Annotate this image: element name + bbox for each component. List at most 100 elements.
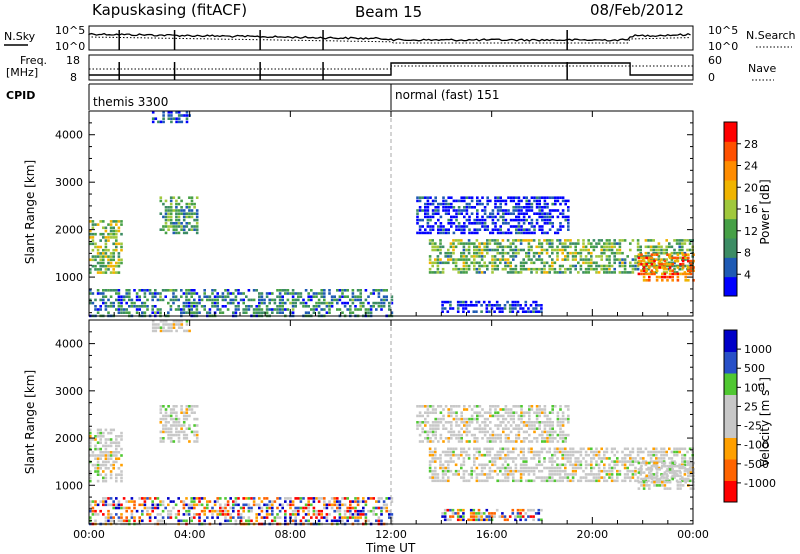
echo-cell: [460, 447, 463, 451]
echo-cell: [294, 298, 297, 302]
echo-cell: [177, 120, 181, 124]
echo-cell: [346, 308, 349, 311]
echo-cell: [569, 447, 572, 451]
echo-cell: [195, 209, 199, 212]
echo-cell: [104, 516, 108, 519]
echo-cell: [377, 289, 381, 292]
echo-cell: [608, 466, 611, 470]
echo-cell: [512, 405, 515, 408]
echo-cell: [499, 457, 502, 460]
echo-cell: [478, 405, 482, 408]
echo-cell: [429, 218, 432, 222]
echo-cell: [468, 231, 471, 235]
echo-cell: [444, 261, 447, 265]
echo-cell: [613, 255, 616, 258]
echo-cell: [683, 258, 687, 261]
echo-cell: [320, 289, 323, 292]
echo-cell: [164, 329, 168, 333]
echo-cell: [475, 512, 478, 515]
echo-cell: [603, 479, 606, 483]
echo-cell: [388, 305, 391, 308]
echo-cell: [89, 435, 92, 438]
echo-cell: [175, 430, 178, 434]
echo-cell: [177, 417, 181, 421]
echo-cell: [642, 269, 646, 272]
echo-cell: [463, 424, 466, 427]
echo-cell: [456, 304, 460, 307]
echo-cell: [449, 307, 452, 310]
echo-cell: [94, 223, 97, 226]
echo-cell: [457, 239, 460, 242]
echo-cell: [634, 457, 637, 460]
echo-cell: [543, 430, 547, 434]
echo-cell: [475, 261, 479, 265]
echo-cell: [673, 271, 676, 274]
echo-cell: [495, 300, 499, 304]
echo-cell: [460, 427, 463, 430]
echo-cell: [164, 427, 168, 430]
echo-cell: [211, 506, 214, 510]
echo-cell: [154, 311, 157, 314]
echo-cell: [605, 271, 609, 274]
echo-cell: [595, 473, 598, 476]
echo-cell: [439, 231, 443, 235]
echo-cell: [328, 289, 331, 292]
echo-cell: [595, 255, 598, 258]
echo-cell: [120, 463, 123, 467]
echo-cell: [470, 212, 474, 215]
echo-cell: [469, 300, 473, 304]
echo-cell: [431, 199, 435, 203]
echo-cell: [439, 457, 442, 460]
echo-cell: [503, 515, 507, 518]
echo-cell: [486, 437, 489, 440]
echo-cell: [603, 469, 606, 473]
echo-cell: [456, 512, 460, 515]
echo-cell: [631, 476, 635, 479]
echo-cell: [491, 218, 495, 222]
echo-cell: [447, 202, 450, 206]
echo-cell: [584, 245, 588, 249]
echo-cell: [528, 411, 531, 414]
echo-cell: [439, 239, 442, 242]
echo-cell: [571, 463, 575, 467]
echo-cell: [494, 225, 497, 228]
echo-cell: [315, 295, 318, 298]
echo-cell: [125, 292, 128, 295]
echo-cell: [128, 298, 131, 302]
echo-cell: [525, 430, 528, 434]
echo-cell: [512, 251, 515, 255]
echo-cell: [437, 440, 440, 443]
echo-cell: [621, 450, 624, 454]
echo-cell: [237, 516, 240, 519]
echo-cell: [377, 506, 381, 510]
echo-cell: [258, 298, 261, 302]
echo-cell: [102, 236, 105, 239]
echo-cell: [362, 500, 365, 503]
echo-cell: [418, 218, 422, 222]
echo-cell: [520, 209, 523, 212]
echo-cell: [496, 196, 500, 199]
echo-cell: [120, 258, 123, 262]
echo-cell: [481, 421, 484, 424]
echo-cell: [115, 457, 118, 460]
echo-cell: [475, 300, 478, 304]
echo-cell: [185, 222, 189, 225]
echo-cell: [208, 308, 212, 311]
echo-cell: [449, 251, 453, 255]
echo-cell: [120, 454, 123, 457]
echo-cell: [657, 479, 661, 483]
echo-cell: [506, 518, 509, 522]
echo-cell: [683, 242, 687, 245]
echo-cell: [496, 258, 499, 261]
echo-cell: [525, 202, 528, 206]
echo-cell: [590, 460, 593, 463]
echo-cell: [478, 248, 481, 252]
echo-cell: [247, 289, 251, 292]
echo-cell: [154, 289, 157, 292]
echo-cell: [338, 289, 342, 292]
echo-cell: [621, 261, 624, 265]
echo-cell: [462, 450, 466, 454]
echo-cell: [681, 447, 684, 451]
echo-cell: [558, 264, 562, 268]
echo-cell: [198, 301, 201, 305]
